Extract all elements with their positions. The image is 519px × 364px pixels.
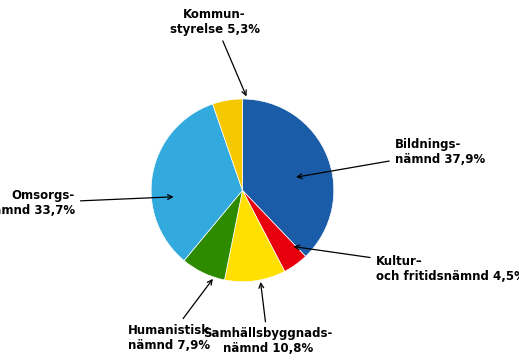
Text: Omsorgs-
nämnd 33,7%: Omsorgs- nämnd 33,7% [0,189,172,217]
Text: Kultur–
och fritidsnämnd 4,5%: Kultur– och fritidsnämnd 4,5% [295,245,519,283]
Wedge shape [184,190,242,280]
Wedge shape [242,99,334,256]
Wedge shape [213,99,242,190]
Text: Kommun-
styrelse 5,3%: Kommun- styrelse 5,3% [170,8,260,95]
Wedge shape [151,104,242,261]
Text: Humanistisk
nämnd 7,9%: Humanistisk nämnd 7,9% [128,280,212,352]
Wedge shape [242,190,306,272]
Text: Bildnings-
nämnd 37,9%: Bildnings- nämnd 37,9% [297,138,485,178]
Wedge shape [225,190,284,282]
Text: Samhällsbyggnads-
nämnd 10,8%: Samhällsbyggnads- nämnd 10,8% [203,283,333,355]
